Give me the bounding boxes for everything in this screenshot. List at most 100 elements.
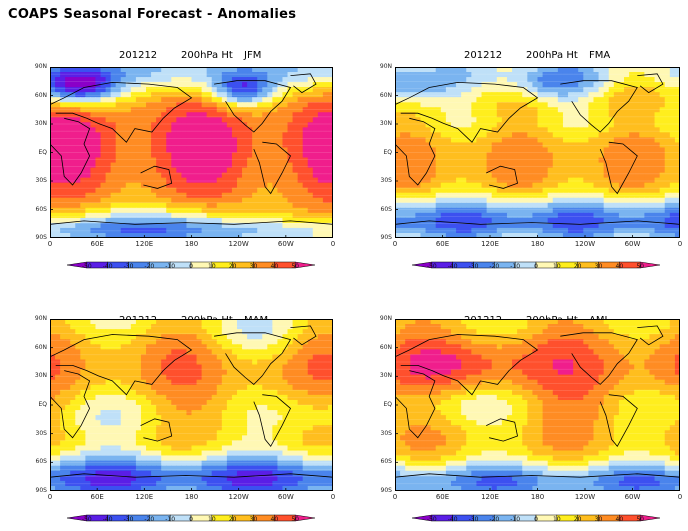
anomaly-cell (322, 102, 329, 108)
anomaly-cell (206, 67, 213, 73)
anomaly-cell (547, 107, 554, 113)
anomaly-cell (146, 77, 152, 83)
anomaly-cell (257, 374, 263, 381)
anomaly-cell (252, 162, 258, 169)
anomaly-cell (573, 87, 579, 93)
anomaly-cell (176, 227, 182, 234)
anomaly-cell (471, 102, 478, 108)
anomaly-cell (659, 177, 666, 184)
anomaly-cell (400, 147, 406, 154)
anomaly-cell (277, 132, 284, 139)
anomaly-cell (125, 112, 132, 118)
anomaly-cell (456, 232, 462, 238)
anomaly-cell (80, 152, 86, 159)
anomaly-cell (110, 197, 117, 204)
anomaly-cell (624, 212, 630, 219)
anomaly-cell (231, 405, 238, 411)
anomaly-cell (277, 354, 284, 361)
anomaly-cell (674, 172, 680, 179)
anomaly-cell (282, 167, 289, 174)
anomaly-cell (196, 122, 203, 128)
anomaly-cell (317, 364, 324, 371)
anomaly-cell (242, 324, 248, 330)
anomaly-cell (70, 389, 76, 396)
anomaly-cell (425, 202, 432, 209)
anomaly-cell (603, 142, 610, 149)
anomaly-cell (327, 384, 333, 391)
anomaly-cell (262, 405, 268, 411)
anomaly-cell (450, 137, 457, 144)
anomaly-cell (252, 192, 258, 199)
anomaly-cell (578, 177, 584, 184)
anomaly-cell (282, 107, 289, 113)
anomaly-cell (211, 364, 218, 371)
anomaly-cell (297, 67, 304, 73)
anomaly-cell (70, 127, 76, 133)
anomaly-cell (70, 182, 76, 189)
anomaly-cell (522, 152, 528, 159)
anomaly-cell (216, 374, 223, 381)
anomaly-cell (613, 122, 620, 128)
anomaly-cell (236, 349, 243, 356)
anomaly-cell (161, 182, 167, 189)
anomaly-cell (532, 222, 539, 229)
anomaly-cell (216, 132, 223, 139)
anomaly-cell (120, 97, 127, 103)
anomaly-cell (307, 222, 314, 229)
anomaly-cell (105, 192, 112, 199)
anomaly-cell (146, 182, 152, 189)
anomaly-cell (60, 369, 66, 376)
anomaly-cell (552, 122, 559, 128)
anomaly-cell (395, 177, 401, 184)
anomaly-cell (542, 112, 549, 118)
anomaly-cell (80, 157, 86, 164)
anomaly-cell (55, 399, 61, 406)
anomaly-cell (445, 117, 452, 123)
anomaly-cell (282, 172, 289, 179)
anomaly-cell (272, 187, 279, 194)
anomaly-cell (171, 167, 177, 174)
anomaly-cell (236, 212, 243, 219)
anomaly-cell (312, 172, 319, 179)
anomaly-cell (568, 157, 574, 164)
anomaly-cell (307, 87, 314, 93)
anomaly-cell (461, 192, 467, 199)
anomaly-cell (522, 77, 528, 83)
anomaly-cell (450, 147, 457, 154)
anomaly-cell (634, 82, 640, 88)
anomaly-cell (440, 72, 447, 78)
anomaly-cell (588, 72, 595, 78)
anomaly-cell (151, 399, 157, 406)
anomaly-cell (405, 197, 411, 204)
anomaly-cell (481, 77, 488, 83)
anomaly-cell (603, 187, 610, 194)
anomaly-cell (236, 82, 243, 88)
anomaly-cell (297, 87, 304, 93)
anomaly-cell (105, 394, 112, 401)
anomaly-cell (80, 207, 86, 214)
anomaly-cell (542, 142, 549, 149)
anomaly-cell (272, 334, 279, 340)
anomaly-cell (292, 157, 299, 164)
anomaly-cell (156, 177, 162, 184)
anomaly-cell (161, 72, 167, 78)
anomaly-cell (420, 152, 427, 159)
anomaly-cell (512, 172, 518, 179)
anomaly-cell (659, 127, 666, 133)
anomaly-cell (201, 359, 208, 366)
anomaly-cell (55, 232, 61, 238)
anomaly-cell (236, 384, 243, 391)
anomaly-cell (552, 227, 559, 234)
anomaly-cell (166, 187, 172, 194)
anomaly-cell (501, 92, 508, 98)
anomaly-cell (196, 102, 203, 108)
anomaly-cell (206, 319, 213, 325)
anomaly-cell (201, 349, 208, 356)
anomaly-cell (75, 117, 81, 123)
anomaly-cell (486, 147, 493, 154)
colorbar-swatch (294, 261, 316, 269)
anomaly-cell (80, 132, 86, 139)
anomaly-cell (588, 87, 595, 93)
anomaly-cell (537, 207, 544, 214)
anomaly-cell (272, 82, 279, 88)
